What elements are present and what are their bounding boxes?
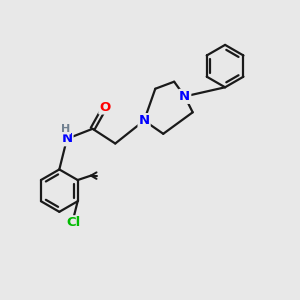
Text: O: O <box>99 100 111 113</box>
Text: Cl: Cl <box>66 216 81 229</box>
Text: N: N <box>139 114 150 127</box>
Text: N: N <box>179 90 190 103</box>
Text: N: N <box>61 132 73 145</box>
Text: H: H <box>61 124 70 134</box>
